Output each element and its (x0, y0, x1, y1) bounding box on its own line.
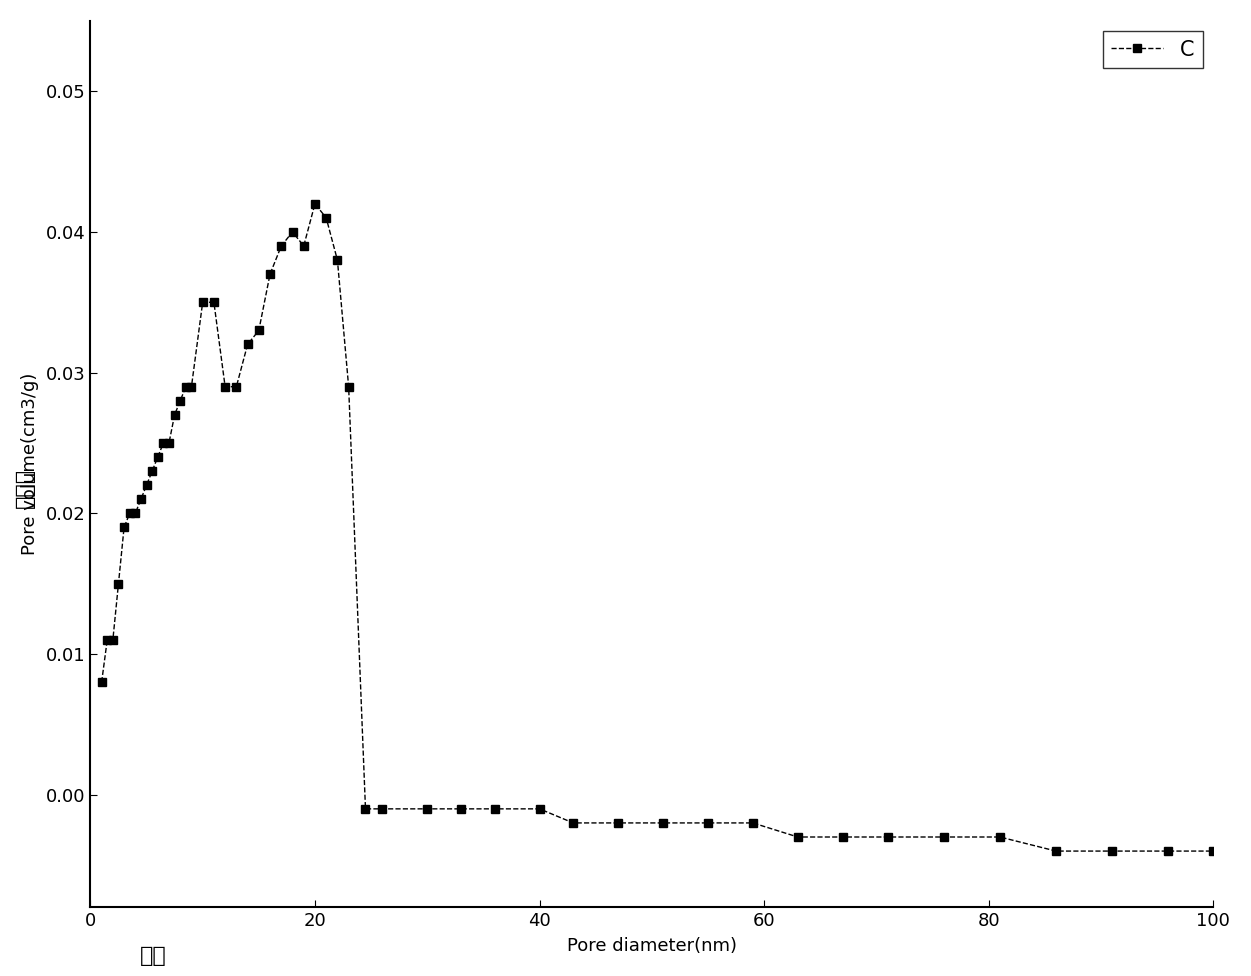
C (156, 437, 171, 449)
Text: 孔径: 孔径 (140, 947, 166, 966)
Text: 孔体积: 孔体积 (15, 468, 35, 508)
C (184, 381, 199, 392)
Legend: C: C (1103, 31, 1202, 68)
C (1161, 845, 1176, 857)
C (179, 381, 194, 392)
Y-axis label: Pore volume(cm3/g): Pore volume(cm3/g) (21, 373, 39, 555)
Line: C: C (98, 200, 1217, 855)
C (1048, 845, 1063, 857)
C (1206, 845, 1221, 857)
C (453, 803, 468, 815)
X-axis label: Pore diameter(nm): Pore diameter(nm) (567, 937, 737, 956)
C (565, 817, 580, 829)
C (308, 198, 323, 210)
C (94, 676, 109, 688)
